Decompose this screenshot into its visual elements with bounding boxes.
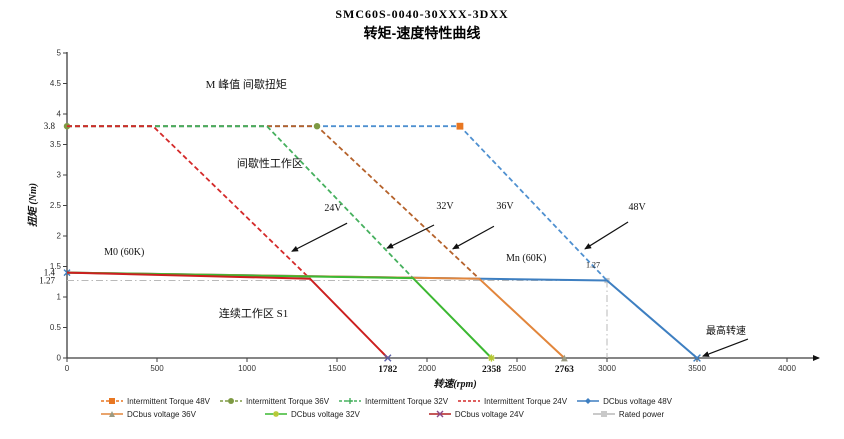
legend-swatch xyxy=(577,398,600,404)
y-tick-label: 1 xyxy=(57,293,62,302)
legend-swatch xyxy=(220,398,243,404)
series-dcbus-voltage-48v xyxy=(66,271,698,359)
y-tick-label: 5 xyxy=(57,49,62,58)
legend-swatch xyxy=(101,411,123,417)
legend-label: Intermittent Torque 32V xyxy=(365,396,449,406)
legend-swatch xyxy=(264,411,287,417)
y-special-label: 1.27 xyxy=(39,276,55,286)
circle-icon xyxy=(228,398,235,404)
value-127-label: 1.27 xyxy=(586,261,600,270)
intermittent-zone-label: 间歇性工作区 xyxy=(237,156,303,170)
legend-swatch xyxy=(428,410,451,418)
square-icon xyxy=(109,398,115,404)
x-tick-label: 500 xyxy=(150,364,164,373)
legend-item: Intermittent Torque 24V xyxy=(457,396,567,406)
x-special-label: 2358 xyxy=(482,365,501,375)
x-tick-label: 4000 xyxy=(778,364,796,373)
annotation-arrow xyxy=(386,224,435,249)
legend-swatch xyxy=(458,400,481,402)
legend-row: DCbus voltage 36V DCbus voltage 32V DCbus … xyxy=(100,409,830,419)
label-48v: 48V xyxy=(628,202,646,213)
legend-label: DCbus voltage 24V xyxy=(454,409,524,419)
annotation-arrow xyxy=(452,225,495,250)
series-dcbus-voltage-24v xyxy=(66,271,389,359)
peak-torque-label: M 峰值 间歇扭矩 xyxy=(206,77,287,91)
series-marker xyxy=(693,354,701,362)
x-tick-label: 2500 xyxy=(508,364,526,373)
x-tick-label: 3500 xyxy=(688,364,706,373)
y-tick-label: 4.5 xyxy=(50,79,62,88)
mn-label: Mn (60K) xyxy=(506,253,546,264)
series-marker xyxy=(456,122,464,130)
x-tick-label: 3000 xyxy=(598,364,616,373)
legend-label: Intermittent Torque 24V xyxy=(484,396,568,406)
series-marker xyxy=(560,354,568,362)
label-36v: 36V xyxy=(496,201,514,212)
x-icon xyxy=(436,410,444,418)
y-special-label: 1.4 xyxy=(44,268,56,278)
x-tick-label: 2000 xyxy=(418,364,436,373)
legend-label: DCbus voltage 48V xyxy=(603,396,672,406)
y-tick-label: 3 xyxy=(57,171,62,180)
series-marker xyxy=(313,123,321,130)
chart-subtitle: 转矩-速度特性曲线 xyxy=(363,25,481,41)
legend-label: DCbus voltage 36V xyxy=(127,409,196,419)
max-speed-label: 最高转速 xyxy=(706,324,746,337)
diamond-icon xyxy=(585,398,592,404)
x-tick-label: 0 xyxy=(65,364,70,373)
series-marker xyxy=(384,354,392,362)
chart-title: SMC60S-0040-30XXX-3DXX xyxy=(335,7,509,21)
legend-label: Rated power xyxy=(618,409,665,419)
x-special-label: 2763 xyxy=(555,365,574,375)
y-tick-label: 2 xyxy=(57,232,62,241)
y-tick-label: 3.5 xyxy=(50,140,62,149)
legend-swatch xyxy=(101,398,123,404)
x-special-label: 1782 xyxy=(378,365,397,375)
x-tick-label: 1000 xyxy=(238,364,256,373)
legend-item: Rated power xyxy=(592,409,664,419)
legend-item: DCbus voltage 24V xyxy=(428,409,524,419)
y-tick-label: 0.5 xyxy=(50,323,62,332)
y-tick-label: 1.5 xyxy=(50,262,62,271)
y-axis-title: 扭矩 (Nm) xyxy=(27,183,39,227)
label-24v: 24V xyxy=(324,203,342,214)
annotation-arrow xyxy=(291,222,348,252)
legend-row: Intermittent Torque 48V Intermittent Torq… xyxy=(100,396,830,406)
legend-item: Intermittent Torque 48V xyxy=(100,396,210,406)
label-32v: 32V xyxy=(436,201,454,212)
star-icon xyxy=(273,411,279,417)
legend-item: Intermittent Torque 32V xyxy=(338,396,448,406)
legend-item: DCbus voltage 32V xyxy=(264,409,360,419)
y-tick-label: 4 xyxy=(57,110,62,119)
legend-label: Intermittent Torque 36V xyxy=(246,396,330,406)
legend-label: DCbus voltage 32V xyxy=(290,409,360,419)
y-special-label: 3.8 xyxy=(44,121,56,131)
y-tick-label: 0 xyxy=(57,354,62,363)
triangle-icon xyxy=(109,411,115,417)
m0-label: M0 (60K) xyxy=(104,247,144,258)
legend-item: Intermittent Torque 36V xyxy=(219,396,329,406)
series-marker xyxy=(488,354,495,362)
legend-item: DCbus voltage 48V xyxy=(576,396,672,406)
x-axis-title: 转速(rpm) xyxy=(433,378,476,390)
legend-item: DCbus voltage 36V xyxy=(100,409,196,419)
square-icon xyxy=(600,411,607,417)
annotation-arrow xyxy=(702,338,749,357)
legend-swatch xyxy=(339,398,362,404)
legend-swatch xyxy=(592,411,615,417)
continuous-zone-label: 连续工作区 S1 xyxy=(219,306,288,320)
y-tick-label: 2.5 xyxy=(50,201,62,210)
series-intermittent-torque-24v xyxy=(67,125,311,280)
chart-legend: Intermittent Torque 48V Intermittent Torq… xyxy=(100,396,830,422)
annotation-arrow xyxy=(584,221,629,250)
series-dcbus-voltage-32v xyxy=(66,271,493,359)
legend-label: Intermittent Torque 48V xyxy=(127,396,211,406)
x-tick-label: 1500 xyxy=(328,364,346,373)
